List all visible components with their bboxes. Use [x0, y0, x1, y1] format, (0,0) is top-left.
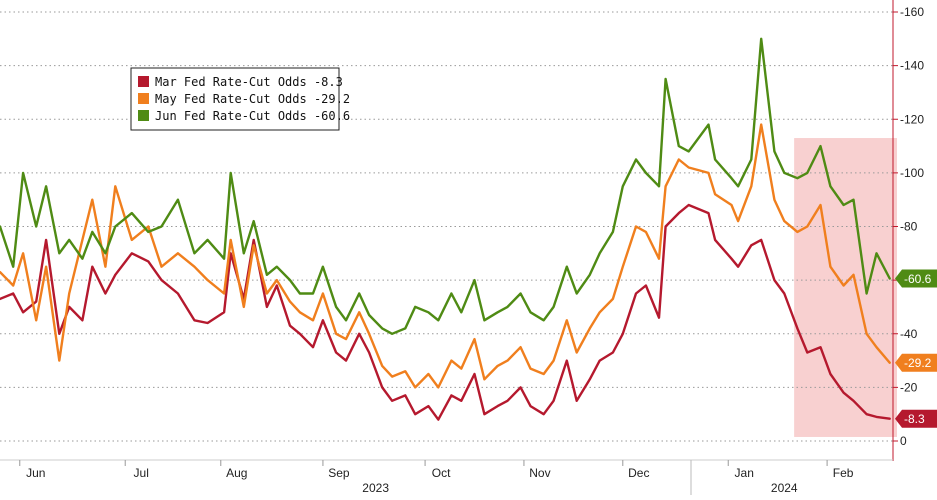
legend-label: May Fed Rate-Cut Odds -29.2	[155, 92, 350, 106]
last-value-label: -8.3	[904, 412, 925, 426]
last-value-label: -29.2	[904, 356, 932, 370]
y-tick-label: -20	[900, 380, 918, 394]
series-line	[0, 37, 891, 335]
series-line	[0, 123, 891, 389]
last-value-tag	[895, 409, 937, 428]
x-tick-label: Sep	[328, 466, 350, 480]
x-tick-label: Feb	[833, 466, 854, 480]
legend-swatch	[138, 110, 149, 121]
y-tick-label: 0	[900, 434, 907, 448]
y-tick-label: -140	[900, 59, 924, 73]
y-tick-label: -40	[900, 327, 918, 341]
highlight-region-layer	[794, 138, 897, 437]
year-label: 2023	[362, 481, 389, 495]
legend-label: Jun Fed Rate-Cut Odds -60.6	[155, 109, 350, 123]
highlight-region	[794, 138, 897, 437]
legend-swatch	[138, 93, 149, 104]
last-value-tag	[895, 353, 937, 372]
series-line	[0, 203, 891, 421]
y-tick-label: -80	[900, 220, 918, 234]
series-lines	[0, 37, 891, 421]
y-tick-label: -160	[900, 5, 924, 19]
y-tick-label: -100	[900, 166, 924, 180]
x-tick-label: Dec	[628, 466, 649, 480]
x-tick-label: Jun	[26, 466, 45, 480]
last-value-tag	[895, 269, 937, 288]
x-tick-label: Jul	[134, 466, 149, 480]
year-label: 2024	[771, 481, 798, 495]
y-tick-label: -120	[900, 112, 924, 126]
x-tick-label: Nov	[529, 466, 550, 480]
legend-label: Mar Fed Rate-Cut Odds -8.3	[155, 75, 343, 89]
last-value-label: -60.6	[904, 272, 932, 286]
legend-swatch	[138, 76, 149, 87]
legend: Mar Fed Rate-Cut Odds -8.3 May Fed Rate-C…	[130, 67, 350, 131]
last-value-labels: -8.3 -29.2 -60.6	[895, 269, 937, 428]
x-tick-label: Jan	[735, 466, 754, 480]
legend-box	[130, 67, 340, 131]
x-tick-label: Aug	[226, 466, 247, 480]
x-tick-label: Oct	[432, 466, 451, 480]
